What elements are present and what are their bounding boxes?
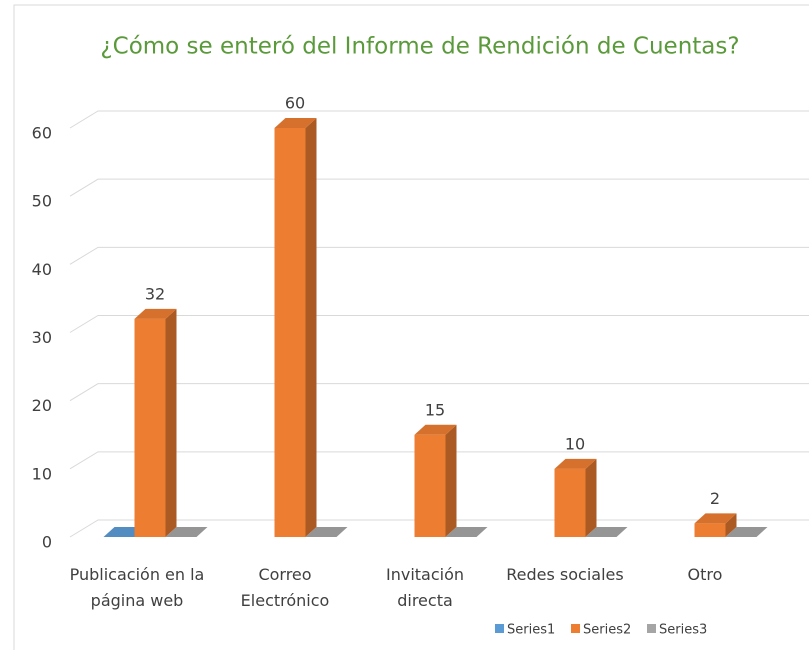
y-tick-label: 60 (32, 124, 52, 143)
bar (134, 318, 166, 537)
data-label: 60 (285, 94, 305, 113)
bar-top (414, 424, 457, 435)
legend-label: Series2 (583, 623, 631, 638)
legend-swatch (571, 624, 580, 633)
bar-top (134, 308, 177, 319)
bar-side (585, 458, 597, 537)
legend-label: Series1 (507, 623, 555, 638)
data-label: 2 (710, 489, 720, 508)
y-tick-label: 30 (32, 328, 52, 347)
bar (274, 128, 306, 537)
bar (554, 468, 586, 537)
data-label: 15 (425, 400, 445, 419)
bar-top (694, 513, 737, 524)
x-tick-label: Publicación en la página web (69, 565, 205, 610)
bar-top (305, 527, 348, 537)
grid-line (69, 383, 809, 402)
bar-top (165, 527, 208, 537)
grid-line (69, 246, 809, 265)
legend-swatch (647, 624, 656, 633)
x-tick-label: Redes sociales (506, 565, 624, 584)
data-label: 32 (145, 284, 165, 303)
bar-side (305, 118, 317, 537)
bar (694, 523, 726, 537)
legend-swatch (495, 624, 504, 633)
bar-side (165, 308, 177, 537)
grid-line (69, 178, 809, 197)
grid-line (69, 451, 809, 470)
bar-top (725, 527, 768, 537)
bar-side (445, 424, 457, 537)
y-tick-label: 40 (32, 260, 52, 279)
y-tick-label: 50 (32, 192, 52, 211)
grid-line (69, 315, 809, 333)
bar-top (274, 118, 317, 128)
chart-border (13, 4, 809, 650)
y-tick-label: 10 (32, 464, 52, 483)
x-tick-label: Correo Electrónico (240, 565, 330, 610)
data-label: 10 (565, 434, 585, 453)
chart-title: ¿Cómo se enteró del Informe de Rendición… (100, 34, 739, 60)
legend-label: Series3 (659, 623, 707, 638)
bar-top (554, 458, 597, 469)
x-tick-label: Otro (687, 565, 723, 584)
bar-side (725, 513, 737, 537)
bar-top (585, 527, 628, 537)
bar-top (445, 527, 488, 537)
y-tick-label: 0 (42, 533, 52, 552)
bar (414, 434, 446, 537)
grid-line (69, 110, 809, 129)
y-tick-label: 20 (32, 396, 52, 415)
x-tick-label: Invitación directa (385, 565, 465, 610)
